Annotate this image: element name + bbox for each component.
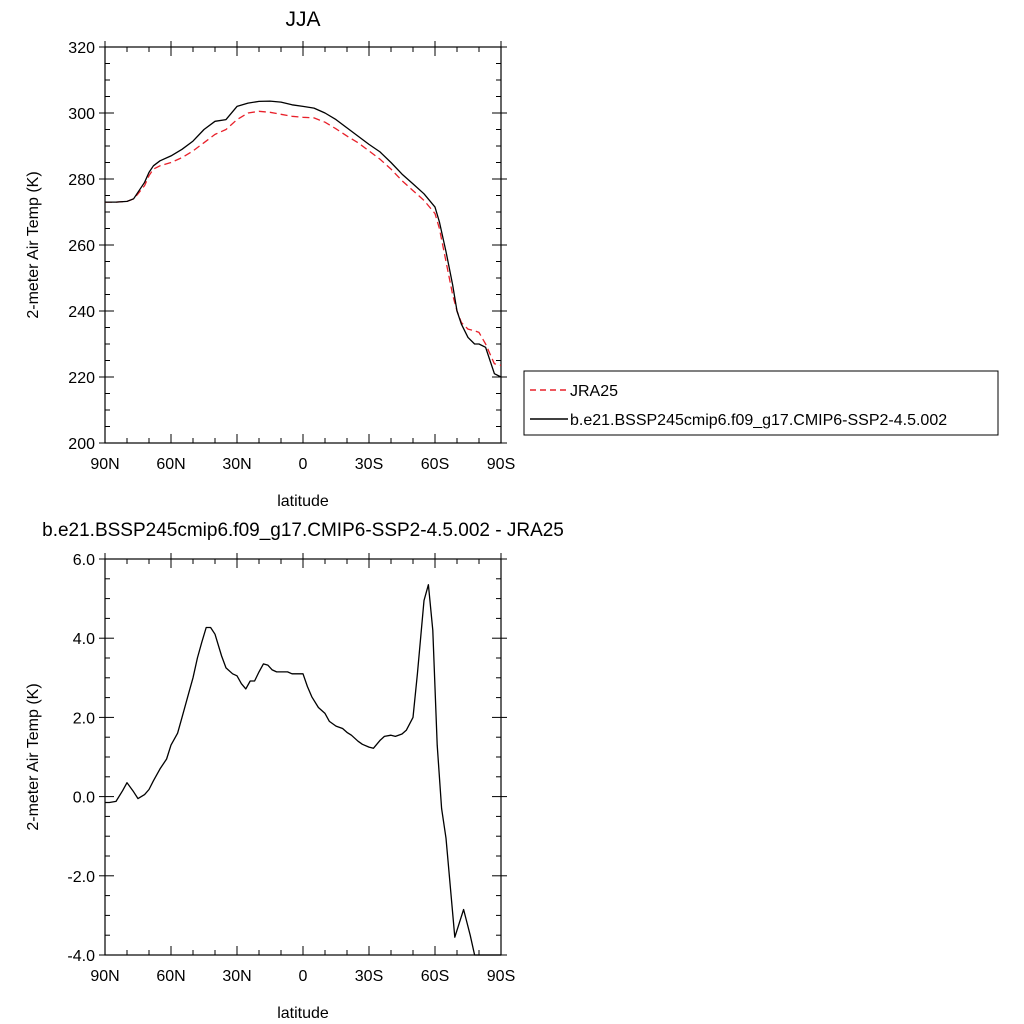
x-tick-label: 90N: [90, 456, 119, 473]
plot-frame: [104, 558, 502, 956]
x-tick-label: 0: [299, 968, 308, 985]
x-tick-label: 60S: [421, 456, 449, 473]
panel-difference: b.e21.BSSP245cmip6.f09_g17.CMIP6-SSP2-4.…: [25, 520, 564, 1022]
y-axis-label: 2-meter Air Temp (K): [25, 171, 42, 318]
series-group: [105, 100, 502, 378]
legend-label-jra25: JRA25: [570, 383, 618, 400]
y-tick-label: 220: [68, 370, 95, 387]
x-tick-label: 60S: [421, 968, 449, 985]
y-tick-label: 240: [68, 304, 95, 321]
y-tick-label: 260: [68, 238, 95, 255]
y-axis-label: 2-meter Air Temp (K): [25, 683, 42, 830]
series-group: [105, 584, 501, 956]
x-axis-label: latitude: [277, 1005, 329, 1022]
legend-label-model: b.e21.BSSP245cmip6.f09_g17.CMIP6-SSP2-4.…: [570, 412, 947, 429]
panel-climatology: JJA 90N 60N 30N 0 30S 60S 90S 200 220 240 260 280 30…: [25, 8, 999, 510]
chart-title: b.e21.BSSP245cmip6.f09_g17.CMIP6-SSP2-4.…: [42, 520, 564, 541]
y-tick-label: 6.0: [73, 552, 95, 569]
y-tick-label: 0.0: [73, 790, 95, 807]
y-tick-label: 2.0: [73, 710, 95, 727]
series-line-0: [105, 110, 502, 367]
x-tick-label: 0: [299, 456, 308, 473]
legend: JRA25 b.e21.BSSP245cmip6.f09_g17.CMIP6-S…: [523, 370, 999, 436]
series-line-0: [105, 584, 501, 956]
axis-ticks: 90N 60N 30N 0 30S 60S 90S -4.0 -2.0 0.0 2.0 4.0 6.0: [67, 552, 515, 985]
y-tick-label: -2.0: [67, 869, 95, 886]
y-tick-label: 280: [68, 172, 95, 189]
x-tick-label: 30S: [355, 968, 383, 985]
x-tick-label: 30N: [222, 456, 251, 473]
y-tick-label: 4.0: [73, 631, 95, 648]
x-tick-label: 90S: [487, 968, 515, 985]
x-axis-label: latitude: [277, 493, 329, 510]
axis-ticks: 90N 60N 30N 0 30S 60S 90S 200 220 240 260 280 300 320: [68, 40, 515, 473]
y-tick-label: 300: [68, 106, 95, 123]
x-tick-label: 90N: [90, 968, 119, 985]
x-tick-label: 30N: [222, 968, 251, 985]
x-tick-label: 90S: [487, 456, 515, 473]
x-tick-label: 60N: [156, 456, 185, 473]
y-tick-label: -4.0: [67, 948, 95, 965]
x-tick-label: 60N: [156, 968, 185, 985]
chart-title: JJA: [285, 8, 320, 31]
series-line-1: [105, 100, 502, 378]
y-tick-label: 200: [68, 436, 95, 453]
legend-box: [523, 370, 999, 436]
x-tick-label: 30S: [355, 456, 383, 473]
y-tick-label: 320: [68, 40, 95, 57]
